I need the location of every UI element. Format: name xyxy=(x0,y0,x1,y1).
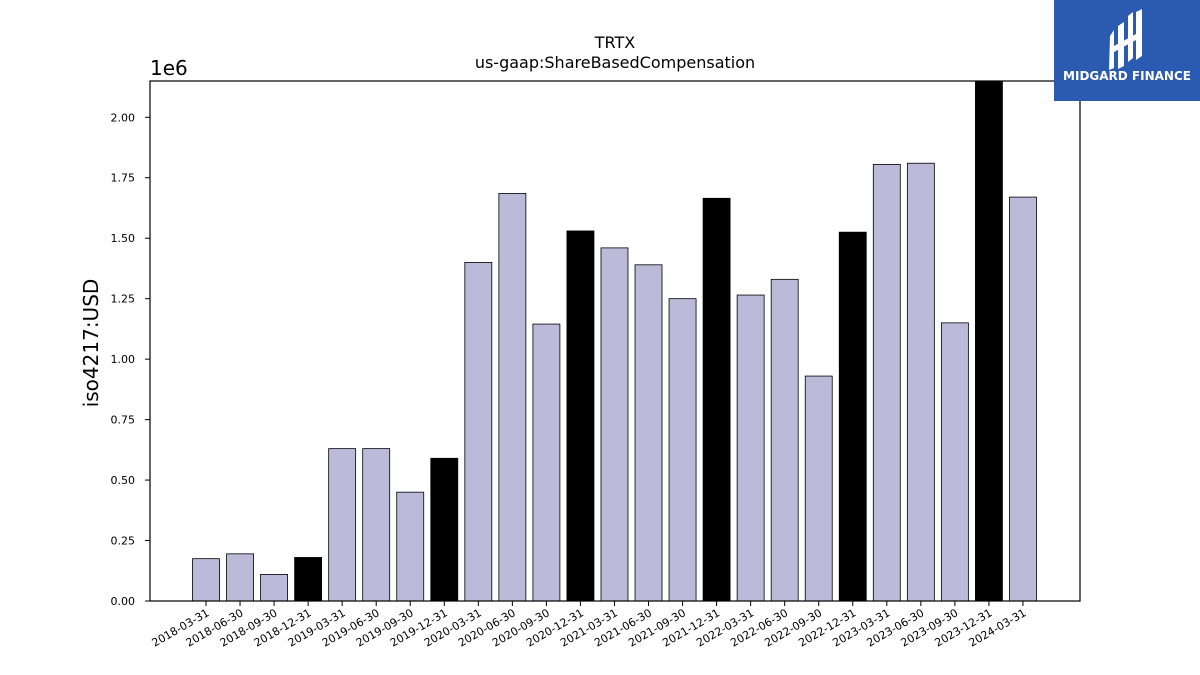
bar-2018-12-31 xyxy=(294,557,323,602)
bar-2020-12-31 xyxy=(566,230,595,602)
y-tick-label: 0.75 xyxy=(111,414,136,427)
bar-2020-09-30 xyxy=(532,323,561,602)
bar-2019-03-31 xyxy=(328,448,357,602)
y-axis: 0.00 0.25 0.50 0.75 1.00 1.25 1.50 1.75 2.00 xyxy=(111,111,150,608)
bar-2020-03-31 xyxy=(464,261,493,602)
logo-text: MIDGARD FINANCE xyxy=(1063,69,1191,83)
bar-2023-06-30 xyxy=(906,162,935,602)
bar-2023-12-31 xyxy=(975,80,1003,602)
bar-2023-03-31 xyxy=(872,164,901,602)
y-axis-label: iso4217:USD xyxy=(79,279,103,408)
bar-2022-12-31 xyxy=(838,231,867,602)
y-tick-label: 2.00 xyxy=(111,111,136,124)
bar-2020-06-30 xyxy=(498,193,527,602)
logo-mark-icon xyxy=(1109,9,1142,70)
bar-2024-03-31 xyxy=(1009,196,1037,602)
bar-2021-03-31 xyxy=(600,247,629,602)
bar-2022-03-31 xyxy=(736,294,765,602)
y-tick-label: 1.00 xyxy=(111,353,136,366)
y-tick-label: 1.25 xyxy=(111,293,136,306)
chart-title: TRTX xyxy=(594,33,636,52)
y-tick-label: 0.00 xyxy=(111,595,136,608)
y-tick-label: 1.50 xyxy=(111,232,136,245)
y-tick-label: 1.75 xyxy=(111,172,136,185)
bar-2018-09-30 xyxy=(260,574,288,602)
bar-2019-06-30 xyxy=(362,448,391,602)
bar-2022-06-30 xyxy=(770,278,799,602)
bars-group xyxy=(192,80,1037,602)
bar-2019-12-31 xyxy=(430,457,459,602)
chart-subtitle: us-gaap:ShareBasedCompensation xyxy=(475,53,755,72)
bar-2022-09-30 xyxy=(804,375,833,602)
bar-2019-09-30 xyxy=(396,491,425,602)
x-axis: 2018-03-312018-06-302018-09-302018-12-31… xyxy=(150,601,1028,650)
bar-2021-09-30 xyxy=(668,298,697,602)
bar-2021-06-30 xyxy=(634,264,663,602)
plot-frame xyxy=(149,80,1081,602)
bar-2018-06-30 xyxy=(226,553,254,602)
bar-2023-09-30 xyxy=(940,322,969,602)
midgard-finance-logo: MIDGARD FINANCE xyxy=(1054,0,1200,101)
y-tick-label: 0.25 xyxy=(111,535,136,548)
y-tick-label: 0.50 xyxy=(111,474,136,487)
bar-2018-03-31 xyxy=(192,558,220,602)
bar-2021-12-31 xyxy=(702,197,731,602)
y-axis-offset-label: 1e6 xyxy=(150,56,188,80)
